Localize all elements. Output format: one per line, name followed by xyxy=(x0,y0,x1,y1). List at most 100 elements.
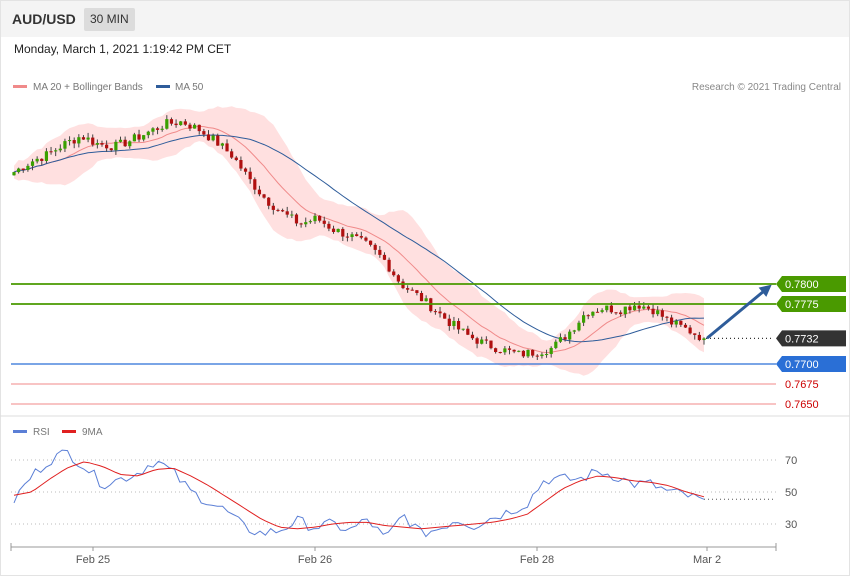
rsi-tick-label: 50 xyxy=(785,487,797,499)
candle-body xyxy=(304,222,308,225)
candle-body xyxy=(336,228,340,232)
level-label: 0.7800 xyxy=(785,279,819,291)
candle-body xyxy=(591,311,595,316)
candle-body xyxy=(406,288,410,290)
candle-body xyxy=(257,189,262,195)
candle-body xyxy=(410,289,414,291)
level-label: 0.7700 xyxy=(785,359,819,371)
rsi-tick-label: 70 xyxy=(785,455,797,467)
candle-body xyxy=(480,339,484,344)
candle-body xyxy=(651,308,655,315)
candle-body xyxy=(285,211,289,215)
timeframe-button[interactable]: 30 MIN xyxy=(84,8,135,31)
candle-body xyxy=(225,143,229,152)
candle-body xyxy=(40,158,44,161)
candle-body xyxy=(30,161,35,166)
candle-body xyxy=(609,305,613,313)
rsi-legend-swatch xyxy=(13,430,27,433)
candle-body xyxy=(118,139,123,142)
candle-body xyxy=(132,134,137,142)
candle-body xyxy=(674,320,678,325)
candle-body xyxy=(271,205,275,210)
candle-body xyxy=(558,337,563,342)
candle-body xyxy=(230,151,234,158)
x-tick-label: Feb 25 xyxy=(76,554,110,566)
candle-body xyxy=(507,348,512,350)
candle-body xyxy=(290,214,294,216)
ma50-line xyxy=(13,134,705,343)
candle-body xyxy=(540,354,544,357)
candle-body xyxy=(183,121,187,125)
level-label: 0.7732 xyxy=(785,333,819,345)
candle-body xyxy=(628,306,632,311)
candle-body xyxy=(211,135,215,141)
candle-body xyxy=(456,320,461,330)
candle-body xyxy=(359,236,363,238)
candle-body xyxy=(355,234,359,237)
candle-body xyxy=(137,134,141,140)
candle-body xyxy=(341,228,345,237)
candle-body xyxy=(646,306,651,309)
candle-body xyxy=(54,150,58,152)
candle-body xyxy=(174,123,178,126)
ma50-legend-swatch xyxy=(156,85,170,88)
candle-body xyxy=(470,334,475,339)
candle-body xyxy=(17,168,21,173)
candle-body xyxy=(322,220,326,224)
candle-body xyxy=(345,236,350,238)
candle-body xyxy=(193,124,197,129)
candle-body xyxy=(100,143,104,145)
rsi-ma-legend-label: 9MA xyxy=(82,427,103,438)
candle-body xyxy=(637,305,641,309)
candle-body xyxy=(484,339,488,341)
candle-body xyxy=(521,350,525,357)
candle-body xyxy=(248,171,252,180)
candle-body xyxy=(656,310,660,315)
candle-body xyxy=(114,141,118,151)
level-label: 0.7650 xyxy=(785,399,819,411)
candle-body xyxy=(151,128,155,132)
candle-body xyxy=(197,124,201,132)
candle-body xyxy=(294,214,299,224)
candle-body xyxy=(544,354,549,356)
candle-body xyxy=(77,137,81,144)
candle-body xyxy=(63,141,67,149)
candle-body xyxy=(535,355,539,357)
candle-body xyxy=(160,128,164,130)
candle-body xyxy=(155,128,160,130)
candle-body xyxy=(415,290,419,293)
candle-body xyxy=(276,209,280,211)
candle-body xyxy=(128,141,132,147)
candle-body xyxy=(489,340,493,349)
candle-body xyxy=(563,337,567,340)
credit-label: Research © 2021 Trading Central xyxy=(692,82,841,93)
candle-body xyxy=(49,151,53,153)
candle-body xyxy=(697,334,701,341)
candle-body xyxy=(21,168,25,170)
symbol-label: AUD/USD xyxy=(12,11,76,27)
rsi-legend-label: RSI xyxy=(33,427,50,438)
candle-body xyxy=(433,311,438,313)
candle-body xyxy=(512,349,516,352)
projection-arrow xyxy=(706,289,766,339)
candle-body xyxy=(179,121,183,126)
x-tick-label: Mar 2 xyxy=(693,554,721,566)
x-tick-label: Feb 26 xyxy=(298,554,332,566)
candle-body xyxy=(419,292,424,302)
rsi-ma-legend-swatch xyxy=(62,430,76,433)
candle-body xyxy=(331,228,336,232)
candle-body xyxy=(568,331,572,340)
candle-body xyxy=(660,310,664,317)
candle-body xyxy=(665,316,669,318)
candle-body xyxy=(586,315,590,317)
candle-body xyxy=(165,119,169,129)
candle-body xyxy=(44,151,49,161)
candle-body xyxy=(702,338,706,341)
candle-body xyxy=(67,140,72,142)
candle-body xyxy=(350,234,354,238)
candle-body xyxy=(443,313,447,319)
candle-body xyxy=(503,348,507,353)
datetime-label: Monday, March 1, 2021 1:19:42 PM CET xyxy=(14,42,232,56)
candle-body xyxy=(169,119,174,124)
candle-body xyxy=(619,312,623,315)
